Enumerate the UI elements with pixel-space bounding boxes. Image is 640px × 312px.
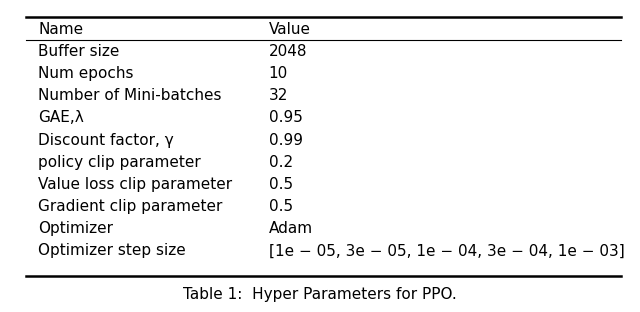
Text: 10: 10	[269, 66, 288, 81]
Text: Name: Name	[38, 22, 84, 37]
Text: [1e − 05, 3e − 05, 1e − 04, 3e − 04, 1e − 03]: [1e − 05, 3e − 05, 1e − 04, 3e − 04, 1e …	[269, 243, 625, 258]
Text: Num epochs: Num epochs	[38, 66, 134, 81]
Text: Number of Mini-batches: Number of Mini-batches	[38, 88, 222, 103]
Text: 2048: 2048	[269, 44, 307, 59]
Text: 32: 32	[269, 88, 288, 103]
Text: Discount factor, γ: Discount factor, γ	[38, 133, 174, 148]
Text: Gradient clip parameter: Gradient clip parameter	[38, 199, 223, 214]
Text: Table 1:  Hyper Parameters for PPO.: Table 1: Hyper Parameters for PPO.	[183, 287, 457, 302]
Text: Adam: Adam	[269, 221, 313, 236]
Text: Optimizer step size: Optimizer step size	[38, 243, 186, 258]
Text: Optimizer: Optimizer	[38, 221, 113, 236]
Text: policy clip parameter: policy clip parameter	[38, 155, 201, 170]
Text: 0.2: 0.2	[269, 155, 293, 170]
Text: Value: Value	[269, 22, 311, 37]
Text: 0.95: 0.95	[269, 110, 303, 125]
Text: 0.5: 0.5	[269, 199, 293, 214]
Text: 0.5: 0.5	[269, 177, 293, 192]
Text: Value loss clip parameter: Value loss clip parameter	[38, 177, 232, 192]
Text: 0.99: 0.99	[269, 133, 303, 148]
Text: GAE,λ: GAE,λ	[38, 110, 84, 125]
Text: Buffer size: Buffer size	[38, 44, 120, 59]
